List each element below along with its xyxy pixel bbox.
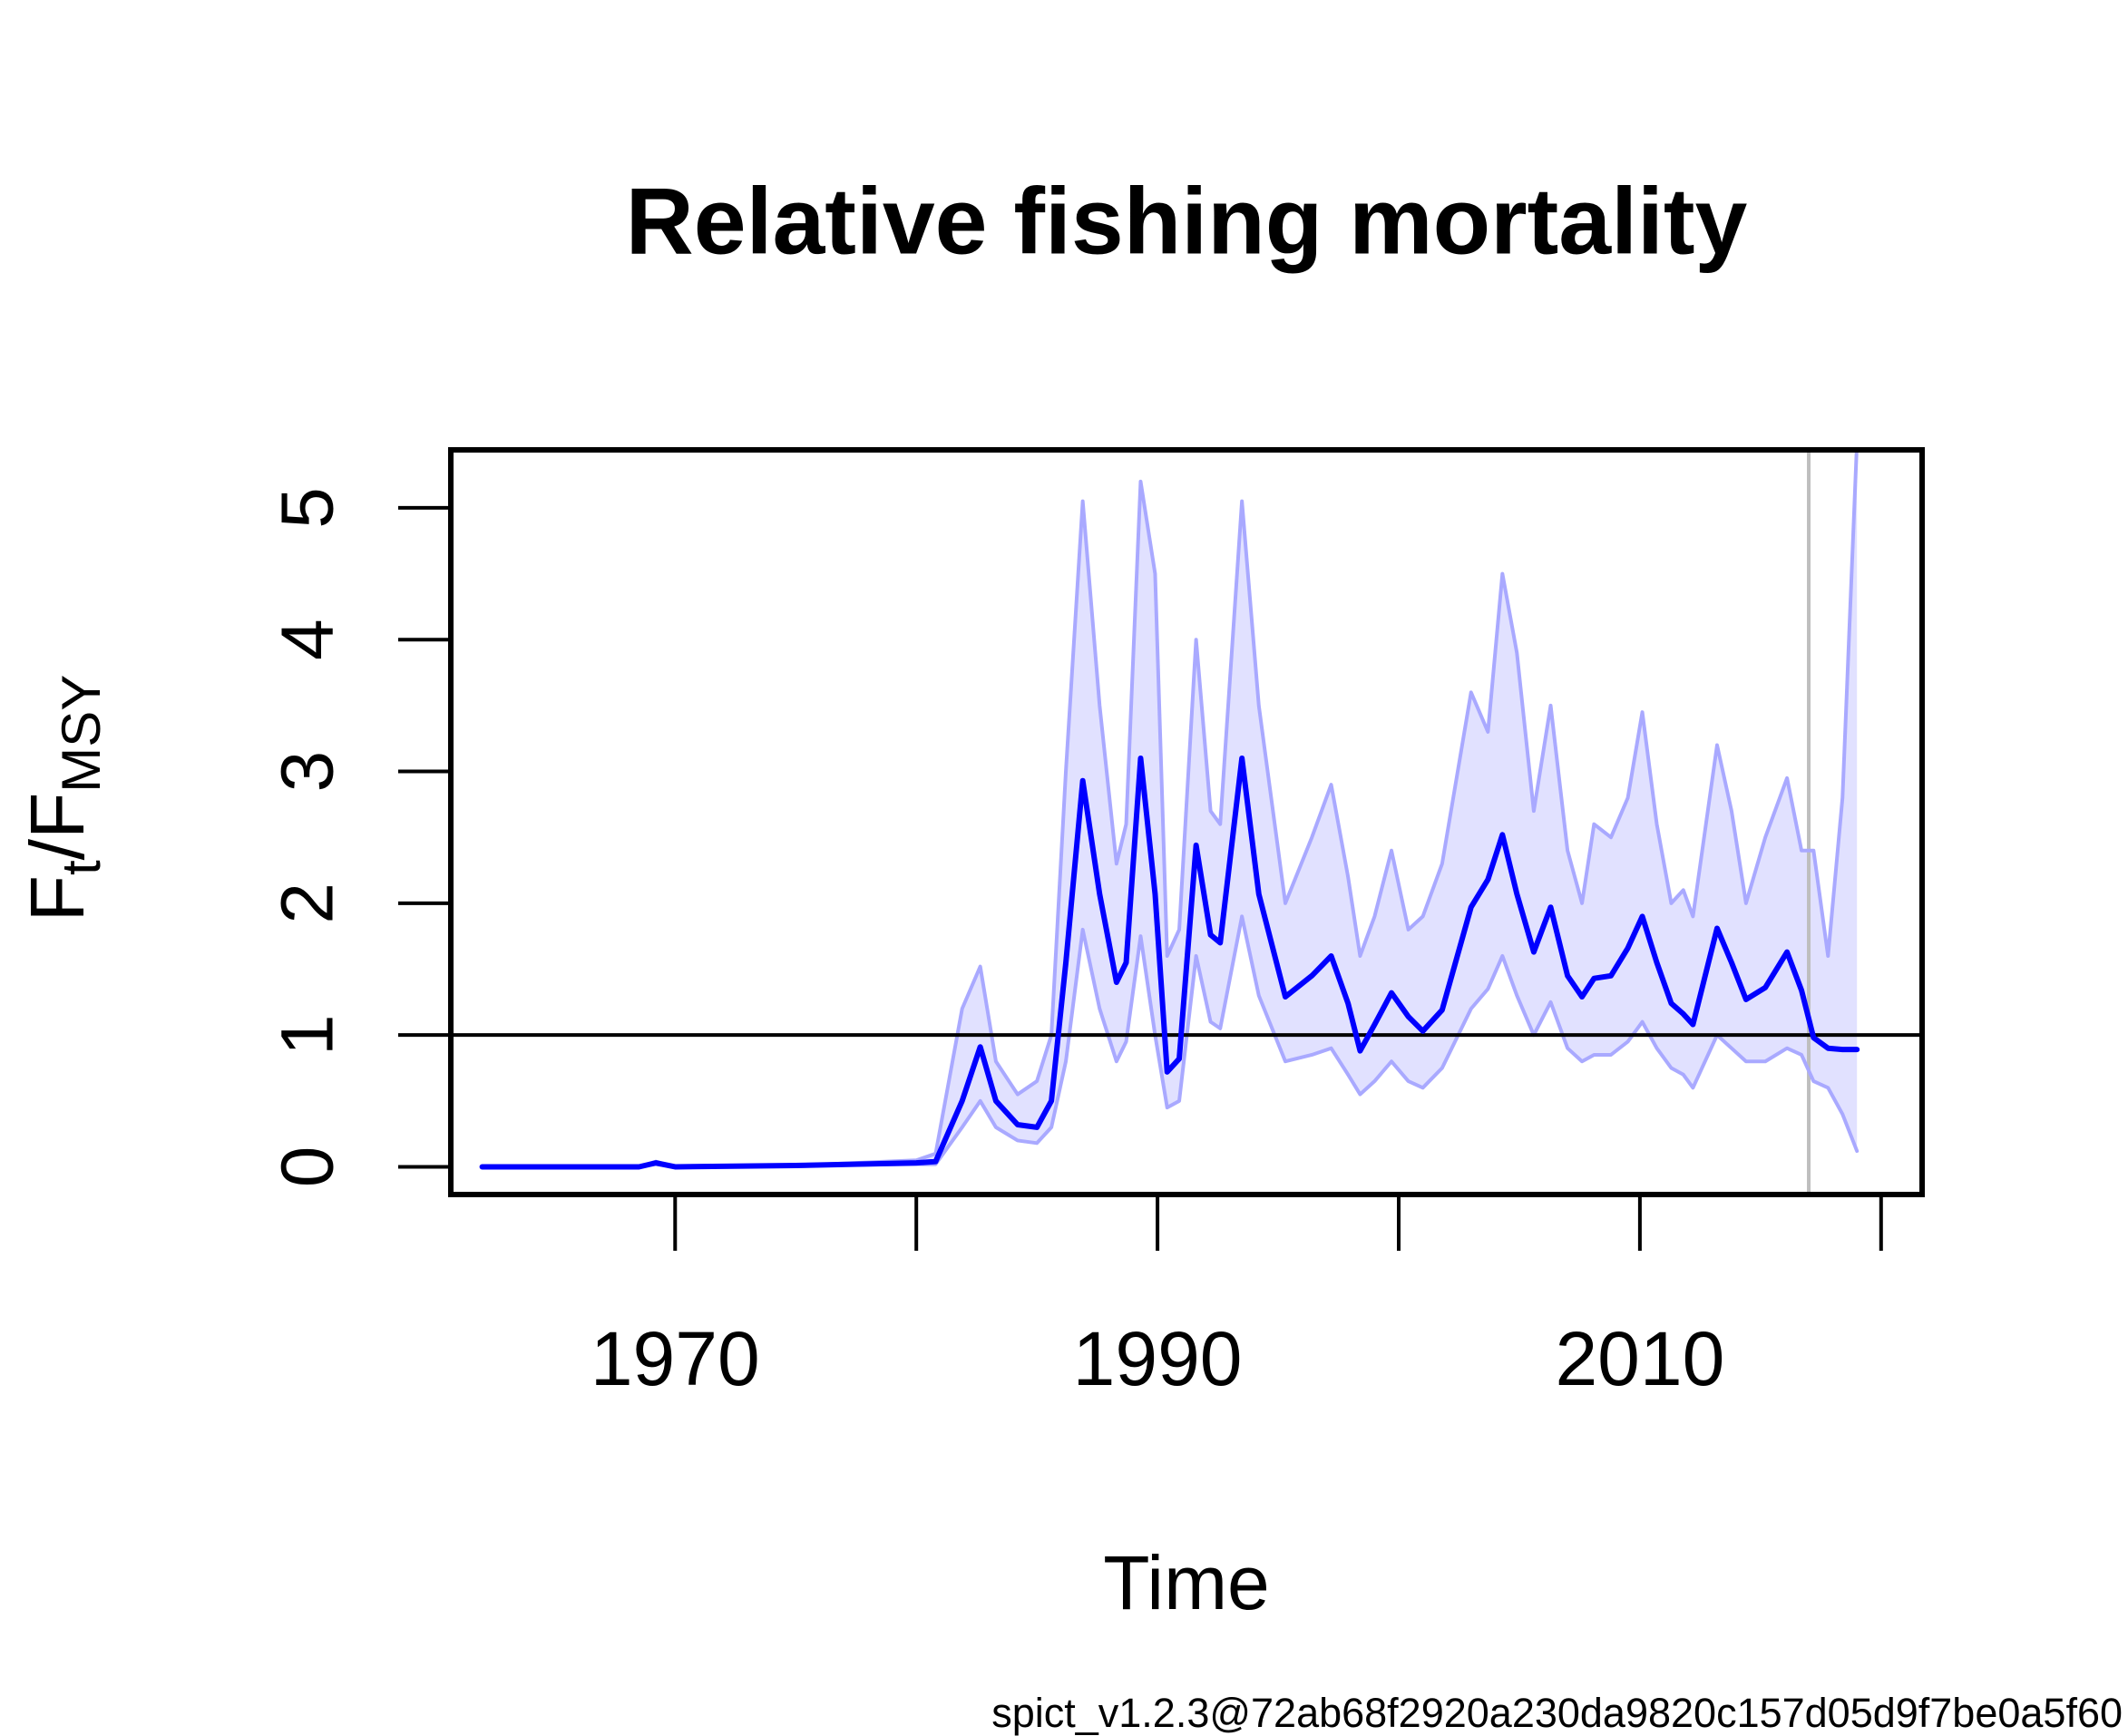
- y-label-part: /F: [15, 793, 100, 861]
- y-tick-label: 2: [267, 883, 349, 924]
- y-label-part: F: [15, 875, 100, 922]
- y-tick-label: 3: [267, 751, 349, 793]
- x-tick-label: 1990: [1073, 1316, 1243, 1401]
- x-axis-label: Time: [1103, 1540, 1270, 1625]
- estimate-line: [479, 756, 1860, 1170]
- y-tick-label: 0: [267, 1146, 349, 1188]
- plot-area: [451, 450, 1922, 1195]
- footer-note: spict_v1.2.3@72ab68f2920a230da9820c157d0…: [991, 1690, 2123, 1736]
- y-label-sub: MSY: [51, 675, 112, 793]
- ci-upper-line: [480, 450, 1859, 1169]
- x-tick-label: 1970: [591, 1316, 760, 1401]
- y-tick-label: 4: [267, 619, 349, 660]
- ci-lower-line: [480, 914, 1860, 1169]
- y-axis-label: Ft/FMSY: [15, 675, 112, 922]
- chart-title: Relative fishing mortality: [626, 169, 1748, 274]
- y-tick-label: 1: [267, 1014, 349, 1056]
- ci-band: [482, 450, 1858, 1167]
- y-tick-label: 5: [267, 487, 349, 529]
- y-label-sub: t: [51, 860, 112, 875]
- x-tick-label: 2010: [1555, 1316, 1724, 1401]
- plot-frame: [448, 447, 1925, 1197]
